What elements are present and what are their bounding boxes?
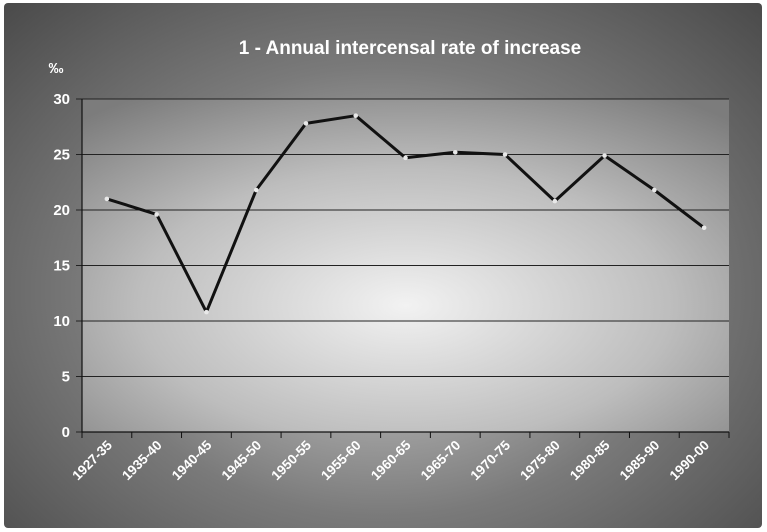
x-axis-ticks: 1927-35 1935-40 1940-45 1945-50 1950-55 1955-… (69, 432, 730, 484)
y-axis-ticks: 0 5 10 15 20 25 30 (53, 91, 82, 441)
x-tick-label: 1990-00 (667, 438, 713, 484)
x-tick-label: 1935-40 (119, 438, 165, 484)
y-tick-label: 20 (53, 202, 70, 219)
y-axis-unit: ‰ (49, 60, 64, 77)
data-point (502, 152, 508, 157)
x-tick-label: 1955-60 (318, 438, 364, 484)
series-line-group (104, 113, 707, 315)
data-point (204, 309, 209, 315)
y-tick-label: 30 (53, 91, 70, 108)
y-tick-label: 5 (62, 369, 70, 386)
data-point (154, 212, 159, 217)
data-point (452, 149, 458, 155)
x-tick-label: 1960-65 (368, 437, 414, 483)
chart-frame: 1 - Annual intercensal rate of increase … (4, 3, 762, 528)
x-tick-label: 1985-90 (617, 438, 663, 484)
x-tick-label: 1975-80 (517, 438, 563, 484)
x-tick-label: 1965-70 (418, 438, 464, 484)
line-chart: 1 - Annual intercensal rate of increase … (49, 38, 730, 484)
data-point (652, 187, 657, 193)
chart-title: 1 - Annual intercensal rate of increase (239, 38, 581, 59)
axes (81, 99, 729, 433)
x-tick-label: 1927-35 (69, 437, 115, 483)
data-point (602, 153, 607, 158)
data-point (104, 196, 110, 202)
y-tick-label: 25 (53, 147, 70, 164)
data-point (403, 155, 408, 161)
gridlines (82, 98, 729, 377)
data-point (552, 198, 558, 204)
x-tick-label: 1980-85 (567, 437, 613, 483)
x-tick-label: 1940-45 (169, 437, 215, 483)
y-tick-label: 10 (53, 313, 70, 330)
x-tick-label: 1970-75 (468, 437, 514, 483)
data-point (253, 187, 259, 193)
y-tick-label: 15 (53, 258, 70, 275)
data-point (353, 113, 359, 118)
x-tick-label: 1950-55 (268, 437, 314, 483)
y-tick-label: 0 (62, 424, 70, 441)
data-point (701, 225, 707, 231)
x-tick-label: 1945-50 (219, 438, 265, 484)
data-point (303, 121, 309, 126)
